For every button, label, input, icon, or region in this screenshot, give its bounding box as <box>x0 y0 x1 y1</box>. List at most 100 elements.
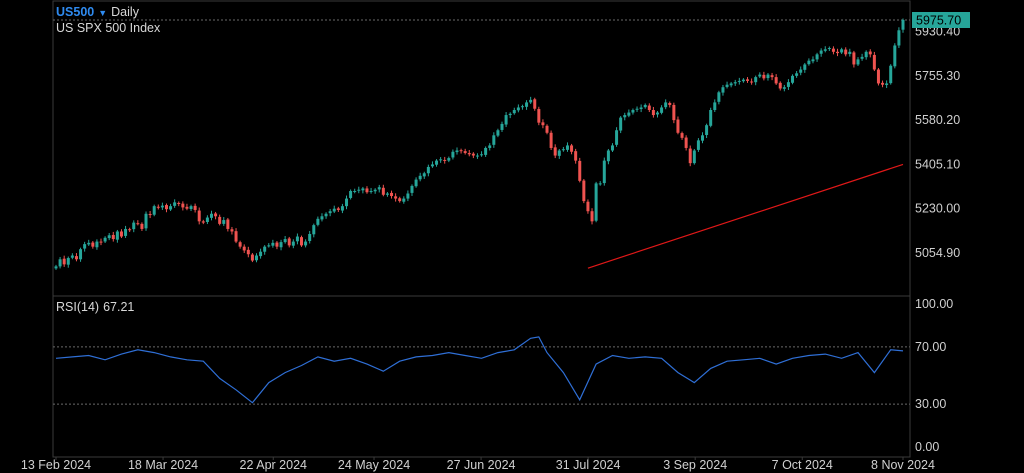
timeframe-label[interactable]: Daily <box>111 5 139 19</box>
candle-body <box>377 187 381 190</box>
candle-body <box>635 108 639 110</box>
candle <box>369 187 373 194</box>
candle <box>754 75 758 86</box>
candle <box>324 212 328 219</box>
candle-body <box>132 222 136 230</box>
candle-body <box>721 87 725 93</box>
candle-body <box>279 242 283 248</box>
candle-body <box>107 235 111 239</box>
candle <box>160 202 164 210</box>
candle-body <box>545 125 549 133</box>
time-tick-label: 27 Jun 2024 <box>447 458 516 472</box>
candle <box>214 211 218 220</box>
candle <box>545 124 549 135</box>
candle <box>197 207 201 225</box>
candle <box>480 151 484 157</box>
candle-body <box>676 119 680 133</box>
candle-body <box>480 154 484 156</box>
candle-body <box>218 216 222 224</box>
candle <box>185 203 189 211</box>
candle <box>54 264 58 270</box>
candle-body <box>598 183 602 185</box>
candle <box>721 84 725 96</box>
candle <box>414 177 418 188</box>
time-tick-label: 7 Oct 2024 <box>772 458 833 472</box>
candle <box>238 240 242 249</box>
candle <box>62 255 66 267</box>
candle-body <box>586 201 590 212</box>
candle-body <box>762 74 766 79</box>
candle <box>815 52 819 62</box>
candle <box>230 226 234 235</box>
price-tick-label: 5580.20 <box>915 113 960 127</box>
candle-body <box>840 49 844 53</box>
candle-body <box>124 228 128 236</box>
candle-body <box>705 125 709 136</box>
candle-body <box>295 236 299 242</box>
candle-body <box>881 82 885 85</box>
candle <box>357 186 361 194</box>
candle <box>598 181 602 186</box>
candle <box>283 236 287 244</box>
candle <box>308 230 312 244</box>
candle <box>627 109 631 118</box>
candle <box>377 184 381 193</box>
candle <box>655 111 659 118</box>
symbol-header[interactable]: US500 ▼ Daily <box>56 5 139 19</box>
candle-body <box>410 185 414 193</box>
candle <box>66 256 70 268</box>
candle-body <box>844 49 848 55</box>
candle-body <box>680 133 684 138</box>
candle-body <box>876 69 880 84</box>
candle <box>868 49 872 58</box>
candle-body <box>246 249 250 255</box>
candle <box>254 253 258 263</box>
candle <box>218 214 222 226</box>
candle <box>287 236 291 248</box>
candle-body <box>565 145 569 150</box>
candle <box>897 27 901 49</box>
candle <box>349 189 353 200</box>
candle <box>385 191 389 197</box>
trend-line <box>587 163 904 269</box>
candle-body <box>74 256 78 260</box>
symbol-name[interactable]: US500 <box>56 5 95 19</box>
candle <box>893 43 897 69</box>
price-tick-label: 5405.10 <box>915 157 960 171</box>
candle-body <box>553 147 557 156</box>
candle <box>500 121 504 132</box>
candle <box>435 159 439 167</box>
candle <box>373 188 377 194</box>
candle <box>140 222 144 231</box>
chevron-down-icon[interactable]: ▼ <box>98 8 108 18</box>
candle <box>312 223 316 238</box>
candle <box>713 99 717 113</box>
candle <box>651 106 655 118</box>
candle-body <box>70 255 74 258</box>
candle-body <box>688 148 692 164</box>
candle <box>615 127 619 147</box>
candle-body <box>361 188 365 191</box>
candle <box>758 72 762 79</box>
candle <box>390 190 394 199</box>
candle-body <box>897 30 901 46</box>
candle-body <box>455 150 459 153</box>
candle-body <box>741 79 745 82</box>
candle <box>74 253 78 262</box>
candle <box>250 253 254 263</box>
candle-body <box>201 221 205 223</box>
candle-body <box>443 159 447 161</box>
candle <box>676 116 680 135</box>
candle-body <box>209 213 213 218</box>
candle-body <box>119 231 123 237</box>
candle <box>418 172 422 182</box>
candle-body <box>304 241 308 246</box>
candle-body <box>230 229 234 232</box>
candle-body <box>193 205 197 210</box>
candle <box>205 215 209 225</box>
candle-body <box>287 238 291 246</box>
candle <box>242 244 246 253</box>
candle-body <box>578 160 582 181</box>
candle-body <box>819 50 823 54</box>
rsi-tick-label: 0.00 <box>915 440 939 454</box>
